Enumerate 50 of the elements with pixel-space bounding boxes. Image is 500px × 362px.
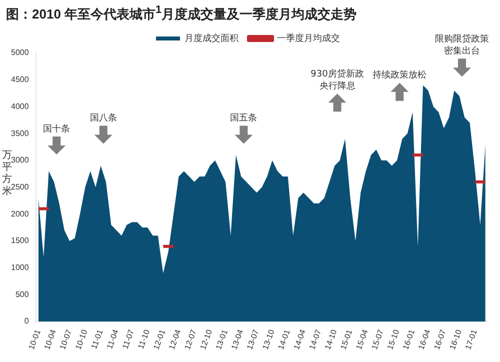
- x-tick-label: 13-10: [260, 328, 276, 351]
- x-tick-label: 16-07: [432, 328, 448, 351]
- x-tick-label: 17-01: [464, 328, 480, 351]
- y-axis-title: 万平方米: [2, 150, 12, 197]
- x-tick-label: 14-04: [292, 328, 308, 351]
- y-tick-label: 2500: [11, 182, 30, 192]
- y-tick-label: 0: [24, 316, 30, 326]
- x-tick-label: 16-10: [448, 328, 464, 351]
- x-tick-label: 12-01: [152, 328, 168, 351]
- y-tick-label: 1000: [11, 262, 30, 272]
- x-tick-label: 12-10: [198, 328, 214, 351]
- x-tick-label: 11-10: [136, 328, 152, 350]
- x-tick-label: 16-04: [416, 328, 432, 351]
- legend-label: 月度成交面积: [184, 32, 238, 43]
- y-tick-label: 4500: [11, 75, 30, 84]
- annotation: 持续政策放松: [372, 70, 427, 81]
- x-tick-label: 10-07: [58, 328, 74, 351]
- x-tick-label: 15-01: [338, 328, 354, 351]
- x-tick-label: 11-07: [120, 328, 136, 350]
- x-tick-label: 11-01: [89, 328, 105, 350]
- x-tick-label: 15-04: [354, 328, 370, 351]
- x-tick-label: 15-07: [370, 328, 386, 351]
- y-tick-label: 1500: [11, 236, 30, 246]
- x-tick-label: 10-10: [74, 328, 90, 351]
- y-tick-label: 5000: [11, 48, 30, 58]
- x-tick-label: 13-07: [245, 328, 261, 351]
- annotation: 930房贷新政央行降息: [310, 68, 364, 92]
- x-tick-label: 15-10: [386, 328, 402, 351]
- annotation: 国八条: [90, 112, 117, 124]
- x-tick-label: 13-01: [214, 328, 230, 351]
- x-tick-label: 14-01: [276, 328, 292, 351]
- annotation: 国十条: [43, 123, 70, 134]
- y-tick-label: 3500: [11, 128, 30, 138]
- x-tick-label: 14-07: [308, 328, 324, 351]
- y-tick-label: 2000: [11, 209, 30, 218]
- y-tick-label: 500: [15, 290, 30, 299]
- x-tick-label: 12-04: [167, 328, 183, 351]
- x-tick-label: 14-10: [323, 328, 339, 351]
- x-tick-label: 13-04: [230, 328, 246, 351]
- y-tick-label: 3000: [11, 156, 30, 165]
- legend-label: 一季度月均成交: [277, 32, 340, 43]
- x-tick-label: 10-04: [42, 328, 58, 351]
- chart-title: 图：2010 年至今代表城市$^{1}$月度成交量及一季度月均成交走势: [6, 4, 357, 24]
- x-tick-label: 10-01: [26, 328, 43, 351]
- x-tick-label: 11-04: [105, 328, 121, 350]
- y-tick-label: 4000: [11, 102, 30, 111]
- annotation: 限购限贷政策密集出台: [435, 34, 490, 57]
- x-tick-label: 12-07: [182, 328, 198, 351]
- annotation: 国五条: [230, 112, 258, 124]
- x-tick-label: 16-01: [401, 328, 417, 351]
